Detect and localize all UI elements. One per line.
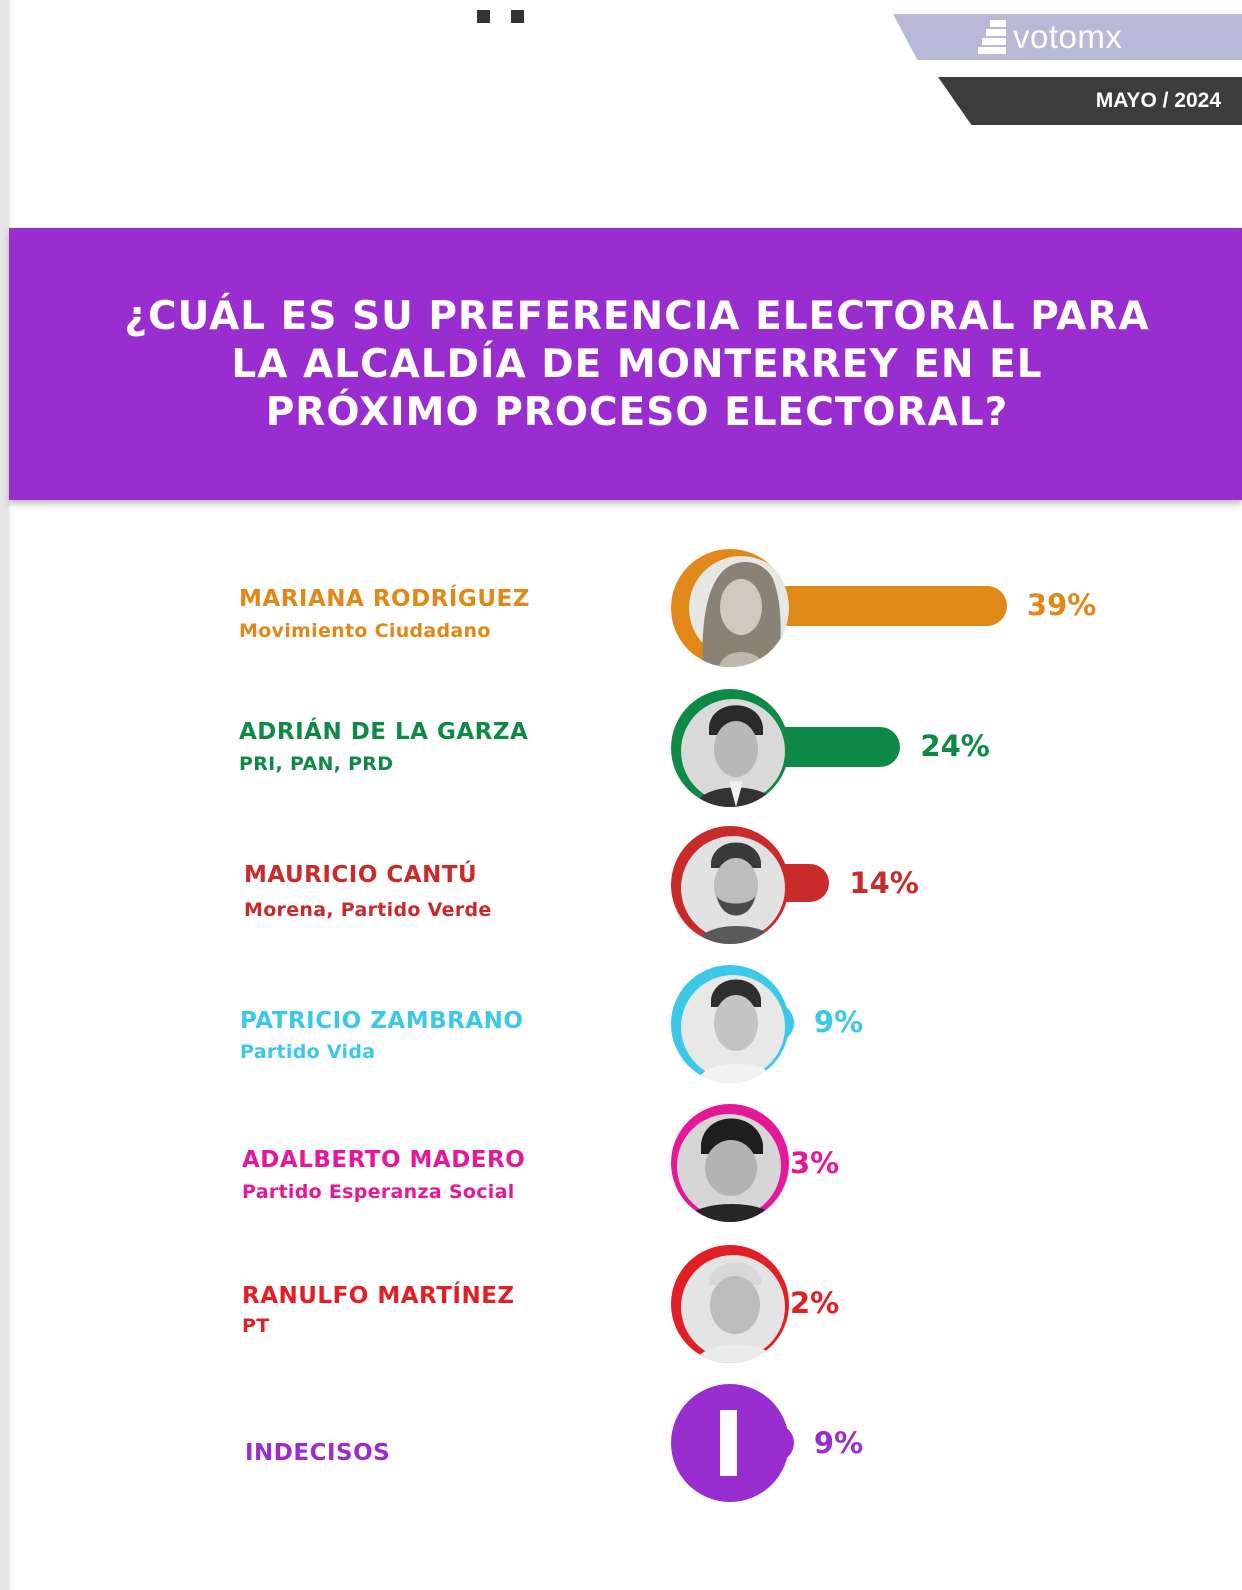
date-label: MAYO / 2024	[1095, 89, 1221, 112]
logo-text: votomx	[1013, 18, 1123, 55]
logo-band	[893, 14, 1242, 60]
candidate-party: Partido Vida	[240, 1041, 376, 1063]
candidate-name: ADALBERTO MADERO	[242, 1147, 526, 1173]
candidate-photo	[671, 1104, 789, 1222]
value-label: 14%	[849, 866, 919, 900]
candidate-photo	[671, 689, 789, 807]
value-label: 39%	[1026, 588, 1097, 622]
date-band	[938, 77, 1242, 125]
undecided-label: INDECISOS	[245, 1440, 391, 1466]
candidate-party: Partido Esperanza Social	[242, 1181, 515, 1203]
candidate-photo	[671, 965, 789, 1083]
top-marker-left	[477, 10, 490, 23]
candidate-party: Morena, Partido Verde	[244, 899, 492, 921]
candidate-photo	[671, 549, 789, 667]
value-label: 9%	[813, 1426, 864, 1460]
undecided-circle	[671, 1384, 789, 1502]
value-label: 24%	[920, 729, 990, 763]
candidate-party: PT	[242, 1315, 270, 1337]
candidate-name: RANULFO MARTÍNEZ	[242, 1283, 515, 1309]
value-label: 3%	[790, 1146, 840, 1180]
chart-title: ¿CUÁL ES SU PREFERENCIA ELECTORAL PARA L…	[124, 294, 1150, 435]
candidate-party: PRI, PAN, PRD	[239, 753, 394, 775]
top-marker-right	[511, 10, 524, 23]
candidate-name: MAURICIO CANTÚ	[244, 862, 478, 888]
candidate-name: ADRIÁN DE LA GARZA	[239, 719, 529, 745]
undecided-bar-icon	[720, 1410, 737, 1476]
value-label: 2%	[790, 1286, 840, 1320]
candidate-name: PATRICIO ZAMBRANO	[240, 1008, 524, 1034]
page-edge	[0, 0, 9, 1590]
page-edge-shadow	[9, 0, 11, 1590]
candidate-party: Movimiento Ciudadano	[239, 620, 491, 642]
title-banner	[9, 228, 1242, 500]
candidate-photo	[671, 1245, 789, 1363]
value-label: 9%	[813, 1005, 864, 1039]
votomx-logo-icon	[978, 20, 1006, 54]
candidate-photo	[671, 826, 789, 944]
candidate-name: MARIANA RODRÍGUEZ	[239, 586, 530, 612]
